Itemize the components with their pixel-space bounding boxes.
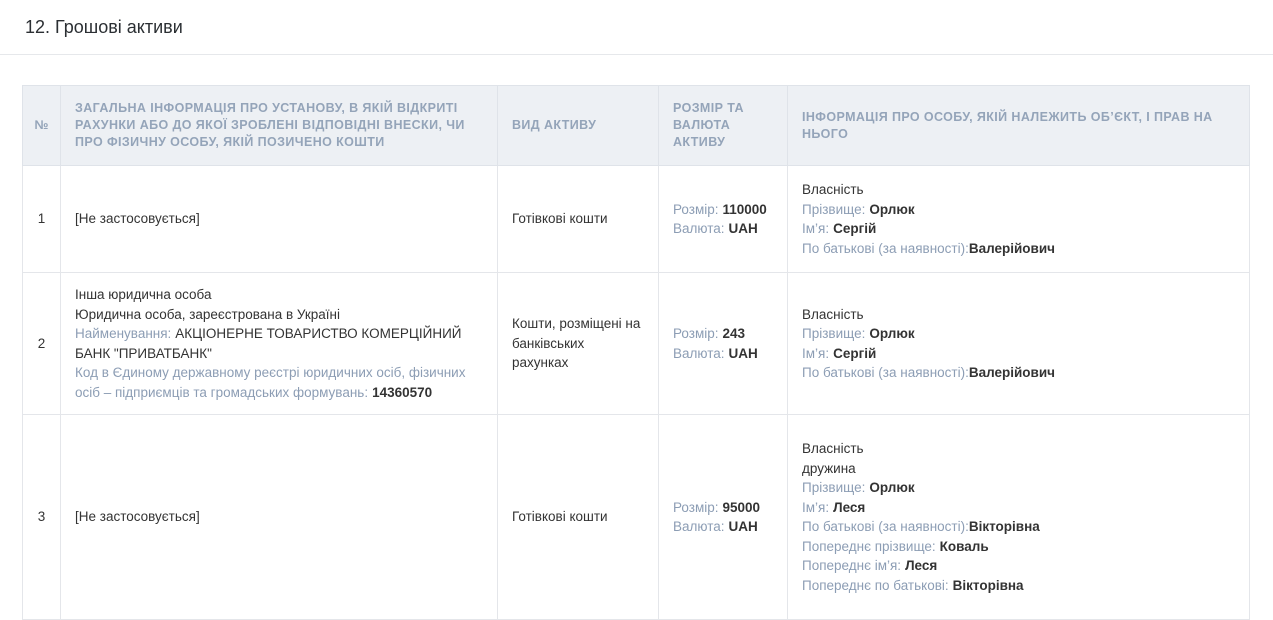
page-title: 12. Грошові активи bbox=[25, 17, 183, 37]
surname-value: Орлюк bbox=[869, 326, 915, 341]
cell-amount: Розмір: 95000 Валюта: UAH bbox=[658, 414, 788, 620]
entity-registration: Юридична особа, зареєстрована в Україні bbox=[75, 306, 341, 322]
table-row: 1 [Не застосовується] Готівкові кошти Ро… bbox=[22, 165, 1250, 273]
name-label: Ім’я: bbox=[802, 221, 830, 236]
cell-institution-info: [Не застосовується] bbox=[60, 165, 498, 273]
header-asset-type: ВИД АКТИВУ bbox=[497, 85, 659, 166]
name-label: Ім’я: bbox=[802, 499, 830, 515]
currency-label: Валюта: bbox=[673, 345, 725, 361]
not-applicable-text: [Не застосовується] bbox=[75, 211, 200, 227]
header-info: ЗАГАЛЬНА ІНФОРМАЦІЯ ПРО УСТАНОВУ, В ЯКІЙ… bbox=[60, 85, 498, 166]
section-header: 12. Грошові активи bbox=[0, 0, 1273, 55]
row-number: 2 bbox=[22, 272, 61, 415]
currency-label: Валюта: bbox=[673, 519, 725, 534]
cell-asset-type: Кошти, розміщені на банківських рахунках bbox=[497, 272, 659, 415]
header-amount: РОЗМІР ТА ВАЛЮТА АКТИВУ bbox=[658, 85, 788, 166]
currency-value: UAH bbox=[728, 221, 758, 236]
owner-relation: дружина bbox=[802, 460, 856, 476]
size-label: Розмір: bbox=[673, 326, 719, 341]
patronymic-value: Валерійович bbox=[968, 240, 1055, 256]
surname-value: Орлюк bbox=[869, 201, 915, 217]
table-row: 3 [Не застосовується] Готівкові кошти Ро… bbox=[22, 414, 1250, 620]
not-applicable-text: [Не застосовується] bbox=[75, 509, 200, 525]
cell-owner-info: Власність дружина Прізвище: Орлюк Ім’я: Ле… bbox=[787, 414, 1250, 620]
ownership-type: Власність bbox=[802, 306, 864, 322]
cell-owner-info: Власність Прізвище: Орлюк Ім’я: Сергій По … bbox=[787, 272, 1250, 415]
ownership-type: Власність bbox=[802, 182, 864, 197]
entity-kind: Інша юридична особа bbox=[75, 287, 212, 302]
asset-type-text: Кошти, розміщені на банківських рахунках bbox=[512, 316, 641, 371]
size-label: Розмір: bbox=[673, 499, 719, 515]
patronymic-label: По батькові (за наявності): bbox=[802, 365, 969, 380]
prev-name-value: Леся bbox=[905, 558, 938, 573]
assets-table-container: № ЗАГАЛЬНА ІНФОРМАЦІЯ ПРО УСТАНОВУ, В ЯК… bbox=[22, 85, 1250, 620]
row-number: 1 bbox=[22, 165, 61, 273]
surname-label: Прізвище: bbox=[802, 201, 866, 217]
prev-surname-label: Попереднє прізвище: bbox=[802, 538, 936, 554]
patronymic-label: По батькові (за наявності): bbox=[802, 240, 969, 256]
cell-institution-info: Інша юридична особа Юридична особа, заре… bbox=[60, 272, 498, 415]
edrpou-code-value: 14360570 bbox=[372, 384, 433, 400]
cell-owner-info: Власність Прізвище: Орлюк Ім’я: Сергій По … bbox=[787, 165, 1250, 273]
patronymic-value: Валерійович bbox=[968, 365, 1055, 380]
currency-value: UAH bbox=[728, 519, 758, 534]
asset-type-text: Готівкові кошти bbox=[512, 509, 608, 525]
prev-patronymic-value: Вікторівна bbox=[952, 577, 1024, 593]
header-num: № bbox=[22, 85, 61, 166]
cell-institution-info: [Не застосовується] bbox=[60, 414, 498, 620]
entity-name-value: АКЦІОНЕРНЕ ТОВАРИСТВО КОМЕРЦІЙНИЙ БАНК "… bbox=[75, 326, 462, 361]
size-label: Розмір: bbox=[673, 201, 719, 217]
prev-name-label: Попереднє ім’я: bbox=[802, 558, 902, 573]
surname-value: Орлюк bbox=[869, 480, 915, 495]
surname-label: Прізвище: bbox=[802, 326, 866, 341]
currency-label: Валюта: bbox=[673, 221, 725, 236]
patronymic-label: По батькові (за наявності): bbox=[802, 519, 969, 534]
name-value: Сергій bbox=[833, 345, 877, 361]
ownership-type: Власність bbox=[802, 441, 864, 456]
header-owner: ІНФОРМАЦІЯ ПРО ОСОБУ, ЯКІЙ НАЛЕЖИТЬ ОБ’Є… bbox=[787, 85, 1250, 166]
cell-asset-type: Готівкові кошти bbox=[497, 414, 659, 620]
assets-table: № ЗАГАЛЬНА ІНФОРМАЦІЯ ПРО УСТАНОВУ, В ЯК… bbox=[22, 85, 1250, 620]
prev-surname-value: Коваль bbox=[939, 538, 989, 554]
cell-amount: Розмір: 110000 Валюта: UAH bbox=[658, 165, 788, 273]
table-header-row: № ЗАГАЛЬНА ІНФОРМАЦІЯ ПРО УСТАНОВУ, В ЯК… bbox=[22, 85, 1250, 166]
name-value: Леся bbox=[833, 499, 866, 515]
currency-value: UAH bbox=[728, 345, 758, 361]
size-value: 110000 bbox=[722, 201, 767, 217]
name-value: Сергій bbox=[833, 221, 877, 236]
name-label: Ім’я: bbox=[802, 345, 830, 361]
asset-type-text: Готівкові кошти bbox=[512, 211, 608, 227]
surname-label: Прізвище: bbox=[802, 480, 866, 495]
entity-name-label: Найменування: bbox=[75, 326, 172, 341]
size-value: 243 bbox=[722, 326, 746, 341]
prev-patronymic-label: Попереднє по батькові: bbox=[802, 577, 949, 593]
patronymic-value: Вікторівна bbox=[968, 519, 1040, 534]
size-value: 95000 bbox=[722, 499, 761, 515]
cell-amount: Розмір: 243 Валюта: UAH bbox=[658, 272, 788, 415]
table-row: 2 Інша юридична особа Юридична особа, за… bbox=[22, 272, 1250, 415]
row-number: 3 bbox=[22, 414, 61, 620]
cell-asset-type: Готівкові кошти bbox=[497, 165, 659, 273]
edrpou-code-label: Код в Єдиному державному реєстрі юридичн… bbox=[75, 365, 466, 400]
